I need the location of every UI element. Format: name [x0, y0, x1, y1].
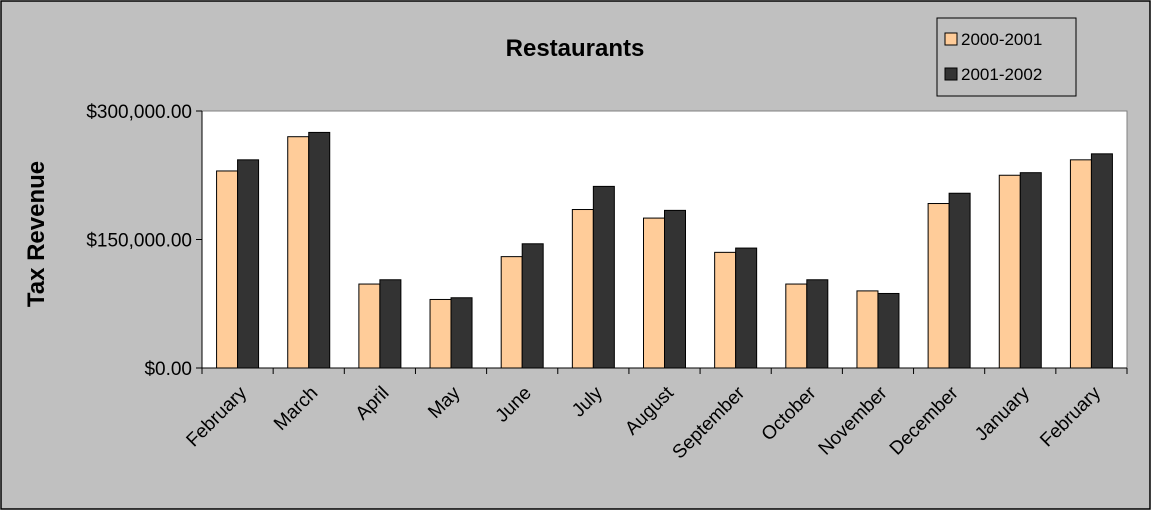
- y-axis-label: Tax Revenue: [23, 161, 50, 307]
- bar-series1-4: [500, 256, 523, 369]
- bar-series1-11: [998, 174, 1021, 369]
- bar-series1-7: [714, 251, 737, 369]
- legend-box: [936, 17, 1077, 97]
- bar-series2-8: [806, 279, 829, 369]
- legend-swatch-2: [944, 67, 958, 81]
- bar-series1-12: [1069, 159, 1092, 369]
- bar-series1-10: [927, 203, 950, 369]
- bar-series1-5: [571, 209, 594, 369]
- bar-series2-9: [877, 292, 900, 369]
- bar-series2-0: [237, 159, 260, 369]
- legend-label-1: 2000-2001: [961, 30, 1042, 49]
- bar-series2-5: [592, 185, 615, 369]
- bar-series1-0: [216, 170, 239, 369]
- bar-series1-3: [429, 298, 452, 369]
- legend-swatch-1: [944, 32, 958, 46]
- bar-series2-12: [1090, 153, 1113, 369]
- bar-series2-11: [1019, 172, 1042, 369]
- y-tick-label-2: $300,000.00: [86, 102, 192, 123]
- bar-series1-9: [856, 290, 879, 369]
- legend: 2000-2001 2001-2002: [936, 17, 1077, 97]
- bar-series1-2: [358, 283, 381, 369]
- bar-series1-1: [287, 136, 310, 369]
- bar-series1-6: [643, 217, 665, 369]
- bar-series2-2: [379, 279, 402, 369]
- bar-series2-6: [664, 209, 686, 369]
- bar-series2-10: [948, 192, 971, 369]
- chart-title: Restaurants: [506, 35, 645, 62]
- y-tick-label-0: $0.00: [144, 359, 192, 380]
- bar-series1-8: [785, 283, 808, 369]
- y-tick-label-1: $150,000.00: [86, 231, 192, 252]
- bar-series2-7: [735, 247, 758, 369]
- bar-series2-3: [450, 297, 473, 369]
- legend-label-2: 2001-2002: [961, 65, 1042, 84]
- bar-series2-1: [308, 131, 331, 369]
- bar-series2-4: [521, 243, 544, 369]
- bars-group: [216, 131, 1113, 369]
